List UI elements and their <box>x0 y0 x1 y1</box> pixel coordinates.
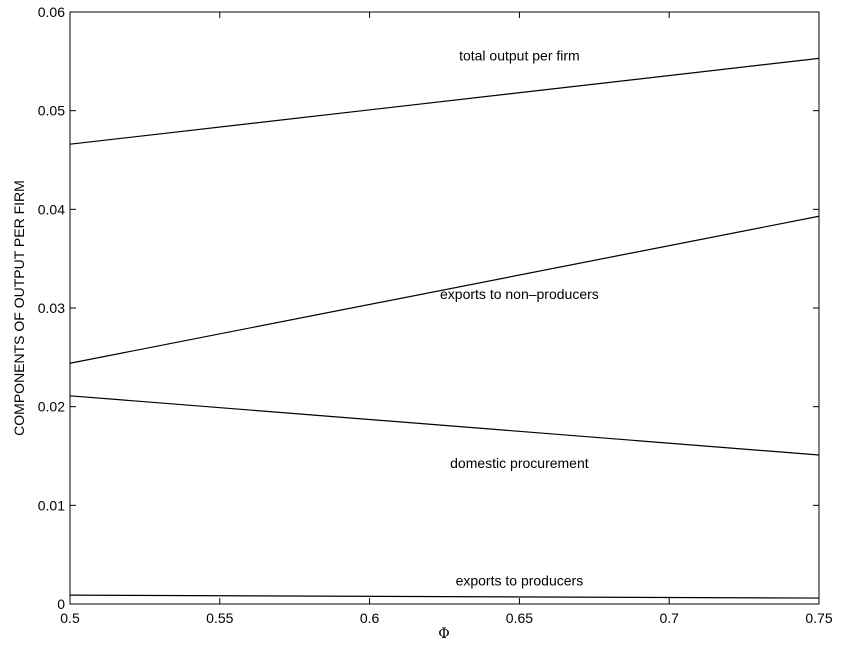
x-tick-label: 0.75 <box>805 610 832 626</box>
y-tick-label: 0.04 <box>38 201 65 217</box>
series-label: exports to producers <box>456 572 584 588</box>
y-axis-title: COMPONENTS OF OUTPUT PER FIRM <box>11 180 27 436</box>
y-tick-label: 0 <box>57 596 65 612</box>
y-tick-label: 0.03 <box>38 300 65 316</box>
series-line <box>69 395 820 456</box>
x-tick-label: 0.7 <box>659 610 679 626</box>
x-tick-label: 0.6 <box>360 610 380 626</box>
series-label: exports to non–producers <box>440 286 599 302</box>
x-tick-label: 0.55 <box>206 610 233 626</box>
x-tick-label: 0.5 <box>60 610 80 626</box>
y-tick-label: 0.05 <box>38 103 65 119</box>
y-tick-label: 0.02 <box>38 399 65 415</box>
x-axis-title: Φ <box>438 626 449 642</box>
series-lines <box>69 57 820 599</box>
x-axis: 0.5 0.55 0.6 0.65 0.7 0.75 <box>60 12 833 626</box>
x-tick-label: 0.65 <box>506 610 533 626</box>
series-label: total output per firm <box>459 47 580 63</box>
series-line <box>69 57 820 145</box>
y-tick-label: 0.06 <box>38 4 65 20</box>
y-tick-label: 0.01 <box>38 497 65 513</box>
series-line <box>69 215 820 364</box>
series-labels: total output per firm exports to non–prod… <box>440 47 599 588</box>
series-label: domestic procurement <box>450 455 589 471</box>
series-line <box>69 594 820 599</box>
y-axis: 0 0.01 0.02 0.03 0.04 0.05 0.06 <box>38 4 819 612</box>
